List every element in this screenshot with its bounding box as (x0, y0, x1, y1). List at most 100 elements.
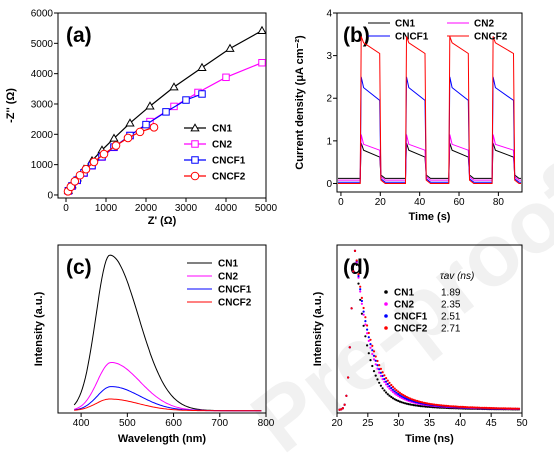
panel-d-point-CN1 (374, 374, 377, 377)
panel-a-ytick-label: 0 (47, 190, 53, 201)
panel-d-point-CN1 (416, 404, 419, 407)
panel-b-legend-label: CN2 (474, 19, 494, 30)
panel-d-point-CNCF1 (400, 395, 403, 398)
panel-a-point-CN1 (109, 133, 119, 142)
panel-d-point-CNCF1 (369, 343, 372, 346)
panel-d-point-CNCF2 (374, 355, 377, 358)
panel-d-point-CN2 (402, 397, 405, 400)
panel-d-point-CN1 (364, 335, 367, 338)
panel-d-point-CNCF1 (364, 320, 367, 323)
panel-a-point-CNCF2 (81, 164, 91, 174)
panel-d-point-CNCF2 (391, 385, 395, 388)
panel-d-point-CNCF2 (461, 405, 464, 408)
panel-d-point-CNCF1 (357, 274, 360, 278)
panel-d-point-CNCF2 (440, 404, 443, 407)
panel-d-point-CNCF2 (379, 367, 382, 370)
panel-d-point-CNCF2 (459, 405, 462, 408)
panel-d-point-CNCF1 (367, 336, 370, 339)
panel-d-point-CN1 (400, 401, 403, 404)
panel-d-point-CNCF2 (452, 405, 455, 408)
panel-d-point-CNCF1 (398, 394, 401, 397)
panel-d-point-CNCF2 (486, 406, 490, 410)
panel-a-ylabel: -Z'' (Ω) (5, 88, 17, 123)
panel-d-point-CNCF1 (371, 349, 374, 352)
panel-d-point-CN2 (398, 395, 401, 399)
panel-d-point-CN1 (359, 298, 362, 301)
panel-d-point-CN2 (386, 385, 389, 388)
panel-d-point-CNCF2 (362, 306, 365, 310)
panel-d-label: (d) (343, 256, 370, 279)
panel-d-point-CNCF2 (357, 273, 360, 276)
panel-d-point-CN2 (388, 387, 391, 390)
panel-d-legend-label: CNCF1 (394, 312, 428, 323)
panel-c-series-line-CN2 (74, 362, 262, 412)
panel-d-point-CNCF2 (507, 407, 510, 410)
panel-d-xtick-label: 35 (424, 418, 436, 429)
panel-d-point-CNCF1 (404, 397, 407, 400)
panel-b-ytick-label: 4 (326, 9, 332, 20)
panel-a-xtick-label: 3000 (175, 203, 198, 214)
panel-d-point-CNCF2 (485, 406, 488, 409)
panel-d-point-CNCF2 (462, 405, 465, 409)
panel-c-xtick-label: 500 (119, 418, 136, 429)
panel-d-point-CNCF2 (400, 393, 403, 396)
panel-d-point-CNCF2 (512, 407, 516, 410)
panel-d-point-CNCF2 (350, 307, 353, 310)
panel-d-point-CNCF2 (433, 403, 436, 406)
panel-a-xtick-label: 5000 (255, 203, 278, 214)
panel-a-legend-label: CNCF1 (212, 156, 246, 167)
panel-d-point-CN2 (397, 394, 400, 397)
panel-d-point-CNCF1 (379, 371, 382, 374)
panel-d-point-CNCF2 (435, 403, 438, 406)
panel-d-legend-marker (384, 302, 388, 306)
panel-a-legend-label: CNCF2 (212, 172, 246, 183)
panel-d-point-CNCF2 (438, 404, 441, 407)
panel-d-point-CNCF1 (391, 388, 395, 391)
panel-a-point-CN1 (225, 43, 235, 52)
panel-d-point-CNCF2 (402, 394, 405, 397)
panel-d-point-CNCF2 (509, 407, 512, 410)
panel-d-point-CNCF2 (343, 403, 346, 406)
panel-d-point-CNCF1 (360, 299, 363, 303)
panel-a-ytick-label: 4000 (31, 69, 54, 80)
panel-a-xtick-label: 4000 (215, 203, 238, 214)
panel-d-point-CNCF2 (474, 406, 477, 409)
panel-d-point-CNCF2 (457, 405, 460, 408)
panel-d-point-CNCF2 (417, 400, 420, 403)
panel-d-point-CNCF2 (409, 397, 412, 400)
panel-d-point-CNCF2 (378, 364, 381, 367)
panel-d-point-CN1 (395, 399, 398, 402)
panel-d-xlabel: Time (ns) (405, 433, 454, 445)
panel-a-point-CN1 (145, 101, 155, 110)
panel-d-point-CNCF1 (390, 386, 393, 390)
panel-d-point-CN2 (395, 393, 398, 396)
panel-d-xtick-label: 25 (362, 418, 374, 429)
panel-d-point-CN1 (428, 405, 431, 408)
panel-c-xlabel: Wavelength (nm) (118, 433, 207, 445)
panel-d-point-CNCF2 (410, 398, 414, 401)
panel-d-point-CNCF2 (366, 324, 369, 327)
panel-d-point-CNCF2 (338, 408, 341, 411)
panel-a-xlabel: Z' (Ω) (148, 215, 177, 227)
panel-a-point-CNCF2 (111, 141, 121, 150)
panel-d-point-CN1 (371, 364, 374, 368)
panel-d-point-CNCF1 (386, 382, 389, 386)
panel-d-point-CNCF2 (481, 406, 484, 409)
panel-a-xtick-label: 2000 (135, 203, 158, 214)
panel-d-point-CN1 (423, 405, 426, 408)
panel-b-legend-label: CN1 (395, 19, 415, 30)
panel-c-frame (57, 244, 267, 414)
panel-a-point-CNCF1 (162, 108, 170, 116)
panel-b: 0 20 40 60 80 0 1 2 3 4 Time (s) Current density (μ… (294, 9, 523, 223)
panel-d-point-CNCF1 (395, 391, 398, 394)
panel-d-point-CNCF2 (502, 407, 505, 410)
panel-d-point-CNCF2 (464, 406, 467, 409)
panel-d-xtick-label: 40 (455, 418, 467, 429)
panel-d-xtick-label: 30 (393, 418, 405, 429)
panel-b-legend-label: CNCF2 (474, 32, 508, 43)
panel-d-point-CNCF2 (428, 402, 431, 405)
panel-c-xtick-label: 700 (211, 418, 228, 429)
panel-a: 0 1000 2000 3000 4000 5000 0 1000 2000 3000 4000 50… (5, 9, 278, 228)
panel-d-ylabel: Intensity (a.u.) (312, 291, 324, 366)
panel-d-point-CN2 (372, 358, 376, 361)
